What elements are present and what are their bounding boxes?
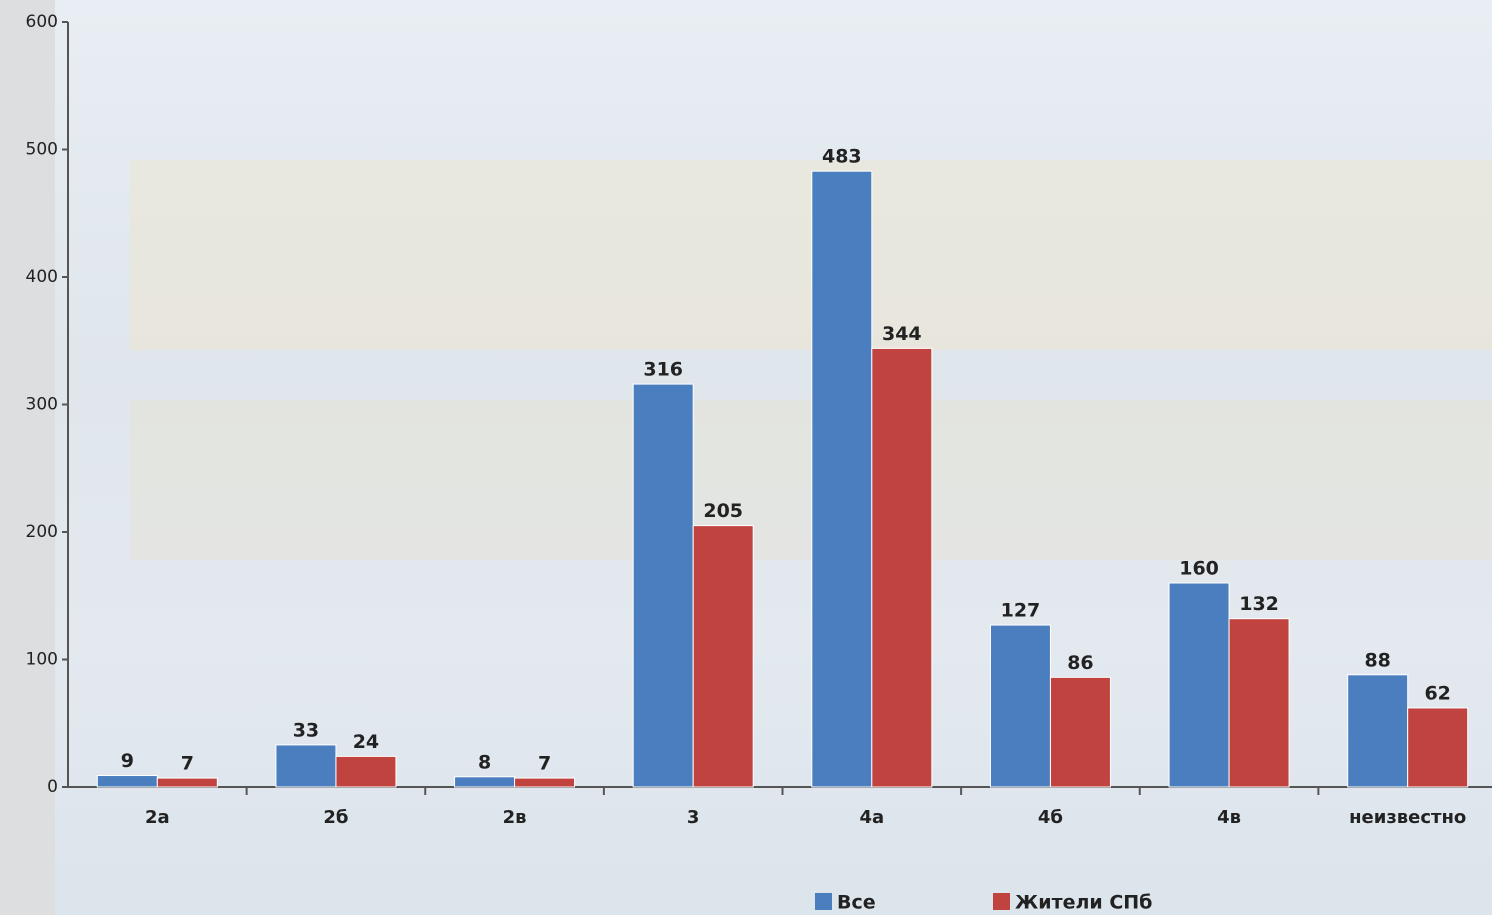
bar [811, 170, 873, 788]
value-label: 316 [643, 359, 683, 381]
value-label: 483 [822, 146, 862, 168]
value-label: 7 [181, 753, 194, 775]
x-tick-label: 2в [503, 807, 527, 828]
y-tick-label: 200 [26, 522, 58, 542]
x-tick-label: 4в [1217, 807, 1241, 828]
left-strip [0, 0, 55, 915]
y-tick-label: 0 [47, 777, 58, 797]
bar [1168, 582, 1230, 788]
bar [514, 777, 576, 788]
y-tick-label: 600 [26, 12, 58, 32]
building-reflection [130, 400, 1492, 560]
x-tick-label: 3 [687, 807, 700, 828]
bar [692, 525, 754, 788]
legend-label: Жители СПб [1015, 892, 1152, 914]
value-label: 9 [121, 750, 134, 772]
bar [96, 775, 158, 788]
x-tick-label: неизвестно [1349, 807, 1466, 828]
value-label: 88 [1364, 649, 1390, 671]
legend-label: Все [837, 892, 876, 914]
bar [454, 776, 516, 788]
x-tick-label: 4б [1038, 807, 1063, 828]
bar [335, 755, 397, 788]
x-tick-label: 2б [323, 807, 348, 828]
value-label: 86 [1067, 652, 1093, 674]
y-tick-label: 400 [26, 267, 58, 287]
x-tick-label: 4а [859, 807, 884, 828]
y-tick-label: 500 [26, 140, 58, 160]
bar [871, 347, 933, 788]
value-label: 132 [1239, 593, 1279, 615]
value-label: 160 [1179, 558, 1219, 580]
value-label: 24 [353, 731, 379, 753]
bar [275, 744, 337, 788]
building [130, 160, 1492, 350]
bar [989, 624, 1051, 788]
value-label: 127 [1001, 600, 1041, 622]
value-label: 344 [882, 323, 922, 345]
value-label: 7 [538, 753, 551, 775]
y-tick-label: 100 [26, 650, 58, 670]
legend-swatch [993, 893, 1010, 910]
value-label: 33 [293, 719, 319, 741]
value-label: 205 [703, 500, 743, 522]
value-label: 62 [1424, 682, 1450, 704]
legend-swatch [815, 893, 832, 910]
y-tick-label: 300 [26, 395, 58, 415]
bar [1407, 707, 1469, 788]
bar [1049, 676, 1111, 788]
value-label: 8 [478, 751, 491, 773]
bar [156, 777, 218, 788]
bar [1347, 674, 1409, 788]
bar [632, 383, 694, 788]
x-tick-label: 2а [145, 807, 170, 828]
bar [1228, 618, 1290, 788]
